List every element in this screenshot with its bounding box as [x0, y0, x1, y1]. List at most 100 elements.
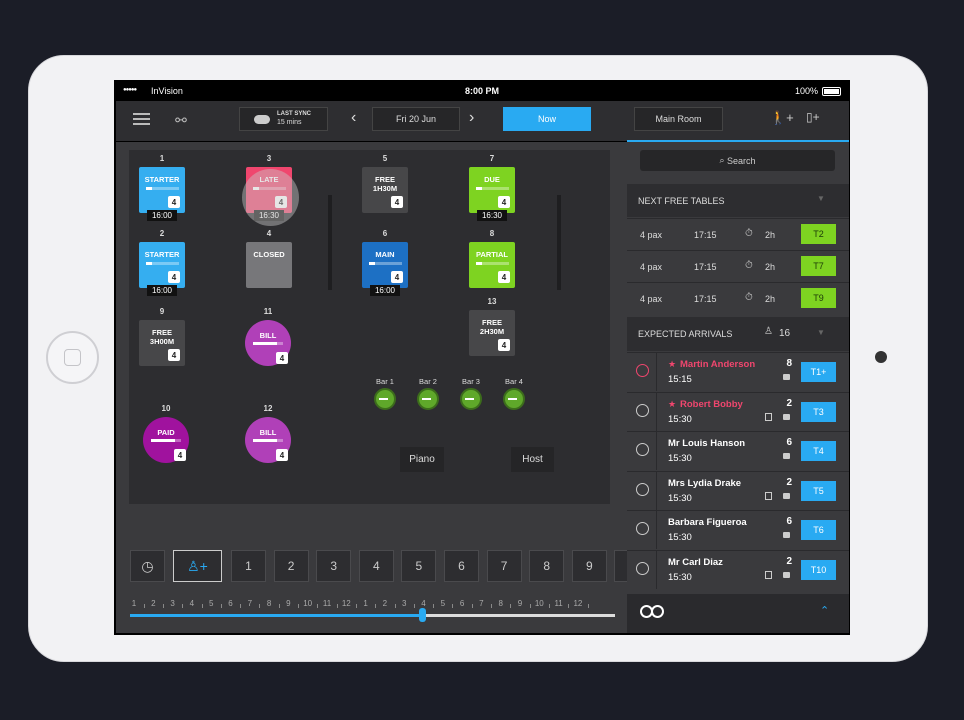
search-box[interactable]: ⌕ Search	[640, 150, 835, 171]
arrivals-count: 16	[779, 328, 791, 339]
table[interactable]	[246, 242, 292, 288]
timeline-label: 4	[189, 599, 195, 608]
table-number: 1	[159, 154, 165, 163]
party-size-button[interactable]: 5	[401, 550, 437, 582]
row-separator	[627, 282, 849, 283]
area-label[interactable]: Piano	[400, 447, 444, 472]
menu-icon[interactable]	[133, 113, 150, 125]
timeline-label: 3	[170, 599, 175, 608]
arrival-covers: 8	[786, 358, 792, 369]
table-tag[interactable]: T10	[801, 559, 836, 580]
add-guest-button[interactable]: ♙+	[173, 550, 222, 582]
timeline-tick	[259, 604, 261, 608]
table-tag[interactable]: T3	[801, 401, 836, 422]
covers: 4	[391, 271, 403, 283]
party-size-button[interactable]: 3	[316, 550, 352, 582]
brand-bar	[627, 594, 849, 633]
sync-box[interactable]	[239, 107, 328, 131]
arrival-row[interactable]	[627, 431, 849, 470]
timeline-handle[interactable]	[419, 608, 426, 622]
table-tag[interactable]: T4	[801, 441, 836, 461]
timeline-tick	[548, 604, 550, 608]
timeline-label: 11	[322, 599, 332, 608]
table-tag[interactable]: T5	[801, 480, 836, 501]
arrival-covers: 6	[786, 437, 792, 448]
progress-fill	[476, 262, 482, 265]
party-size-button[interactable]: 9	[571, 550, 607, 582]
party-size-button[interactable]: 8	[529, 550, 565, 582]
party-size-button[interactable]: 7	[486, 550, 522, 582]
now-button[interactable]: Now	[503, 107, 591, 131]
table-number: 10	[161, 404, 171, 413]
duration: 2h	[765, 230, 776, 240]
timeline-tick	[201, 604, 203, 608]
expand-arrow[interactable]: ⌃	[820, 605, 830, 617]
party-size-button[interactable]	[614, 550, 627, 582]
timeline-label: 2	[382, 599, 388, 608]
progress-fill	[476, 187, 482, 190]
progress-track	[146, 262, 179, 265]
sync-time: 15 mins	[277, 119, 302, 126]
covers: 4	[498, 196, 510, 208]
table-tag[interactable]: T7	[801, 256, 836, 276]
share-icon[interactable]: ⚯	[175, 111, 187, 128]
arrival-icon-column	[627, 510, 657, 549]
table-number: 4	[266, 229, 272, 238]
arrival-icon-column	[627, 352, 657, 391]
party-size-button[interactable]: 2	[273, 550, 309, 582]
menu-line	[133, 118, 150, 120]
arrival-time: 15:30	[668, 453, 692, 464]
table-tag[interactable]: T6	[801, 520, 836, 540]
date-box[interactable]: Fri 20 Jun	[372, 107, 460, 131]
arrival-row[interactable]	[627, 470, 849, 510]
next-arrow[interactable]: ›	[469, 109, 475, 126]
carrier: InVision	[151, 86, 183, 96]
party-size-button[interactable]: 1	[231, 550, 266, 582]
timeline-label: 10	[303, 599, 313, 608]
timer-icon: ⏱	[745, 292, 753, 303]
touch-indicator	[242, 169, 299, 226]
timeline-label: 9	[517, 599, 523, 608]
note-icon	[765, 412, 772, 421]
arrival-row[interactable]	[627, 510, 849, 549]
table-tag[interactable]: T9	[801, 288, 836, 308]
arrival-time: 15:30	[668, 413, 692, 425]
arrival-row[interactable]	[627, 352, 849, 391]
timeline-label: 3	[401, 599, 407, 608]
prev-arrow[interactable]: ‹	[351, 109, 357, 126]
walkin-icon[interactable]: 🚶+	[770, 110, 794, 125]
home-button-square	[64, 349, 81, 366]
row-separator	[627, 250, 849, 251]
table-label: STARTER	[144, 250, 180, 259]
arrival-time: 15:30	[668, 571, 692, 583]
table-number: 5	[382, 154, 388, 163]
timeline-tick	[278, 604, 280, 608]
timeline-label: 12	[341, 599, 351, 608]
chevron[interactable]: ▼	[817, 194, 825, 203]
arrival-time: 15:30	[668, 492, 692, 504]
area-label[interactable]: Host	[511, 447, 554, 472]
table-number: 8	[489, 229, 495, 238]
search-icon: ⌕	[719, 155, 727, 165]
timeline-tick	[355, 604, 357, 608]
battery-text: 100%	[794, 86, 818, 96]
timeline-label: 11	[554, 599, 563, 608]
party-size-button[interactable]: 6	[444, 550, 479, 582]
covers: 4	[168, 196, 180, 208]
time: 17:15	[694, 262, 717, 272]
party-size-button[interactable]: 4	[358, 550, 394, 582]
table-tag[interactable]: T1+	[801, 362, 836, 382]
note-icon	[765, 491, 772, 500]
arrival-row[interactable]	[627, 391, 849, 431]
table-tag[interactable]: T2	[801, 224, 836, 244]
clock-button[interactable]: ◷	[130, 550, 165, 582]
arrival-icon-column	[627, 391, 657, 431]
progress-track	[476, 262, 509, 265]
room-box[interactable]: Main Room	[634, 107, 723, 131]
guest-name: Mrs Lydia Drake	[668, 477, 742, 489]
book-icon[interactable]: ▯+	[806, 110, 820, 124]
arrival-row[interactable]	[627, 549, 849, 589]
chevron[interactable]: ▼	[817, 328, 825, 337]
table-label: FREE	[481, 318, 502, 327]
arrival-time: 15:15	[668, 374, 692, 385]
